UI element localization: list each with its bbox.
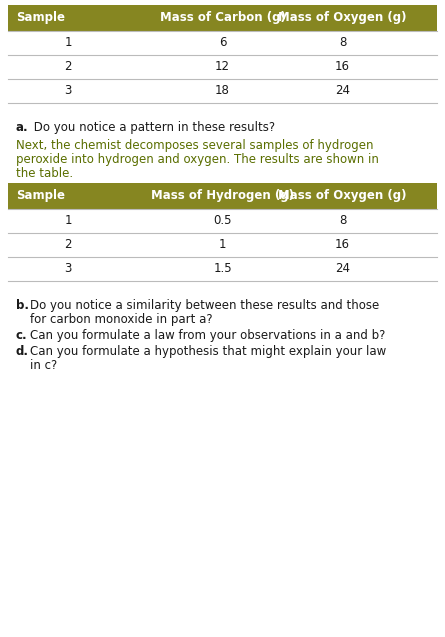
Text: 16: 16 (335, 238, 350, 252)
Text: Sample: Sample (16, 11, 65, 24)
Text: Can you formulate a hypothesis that might explain your law: Can you formulate a hypothesis that migh… (30, 345, 386, 358)
Text: 6: 6 (219, 36, 226, 50)
Text: Next, the chemist decomposes several samples of hydrogen: Next, the chemist decomposes several sam… (16, 139, 373, 152)
Text: 3: 3 (65, 262, 72, 275)
Text: 1: 1 (219, 238, 226, 252)
Text: 3: 3 (65, 85, 72, 97)
Text: 16: 16 (335, 61, 350, 73)
Text: 0.5: 0.5 (213, 215, 232, 227)
Text: 24: 24 (335, 262, 350, 275)
Text: 18: 18 (215, 85, 230, 97)
Text: Sample: Sample (16, 189, 65, 203)
Text: 2: 2 (65, 238, 72, 252)
Text: Can you formulate a law from your observations in a and b?: Can you formulate a law from your observ… (30, 329, 385, 342)
Text: 2: 2 (65, 61, 72, 73)
Text: Mass of Oxygen (g): Mass of Oxygen (g) (279, 189, 407, 203)
Bar (8, 183, 437, 209)
Text: d.: d. (16, 345, 29, 358)
Text: 1: 1 (65, 215, 72, 227)
Text: 8: 8 (339, 36, 346, 50)
Text: b.: b. (16, 299, 29, 312)
Text: Mass of Oxygen (g): Mass of Oxygen (g) (279, 11, 407, 24)
Text: c.: c. (16, 329, 28, 342)
Text: 24: 24 (335, 85, 350, 97)
Text: 8: 8 (339, 215, 346, 227)
Text: peroxide into hydrogen and oxygen. The results are shown in: peroxide into hydrogen and oxygen. The r… (16, 153, 379, 166)
Text: 1: 1 (65, 36, 72, 50)
Text: Do you notice a pattern in these results?: Do you notice a pattern in these results… (30, 121, 275, 134)
Bar (8, 5, 437, 31)
Text: 1.5: 1.5 (213, 262, 232, 275)
Text: a.: a. (16, 121, 28, 134)
Text: Mass of Carbon (g): Mass of Carbon (g) (160, 11, 285, 24)
Text: Do you notice a similarity between these results and those: Do you notice a similarity between these… (30, 299, 379, 312)
Text: in c?: in c? (30, 359, 57, 372)
Text: the table.: the table. (16, 167, 73, 180)
Text: 12: 12 (215, 61, 230, 73)
Text: for carbon monoxide in part a?: for carbon monoxide in part a? (30, 313, 213, 326)
Text: Mass of Hydrogen (g): Mass of Hydrogen (g) (151, 189, 294, 203)
